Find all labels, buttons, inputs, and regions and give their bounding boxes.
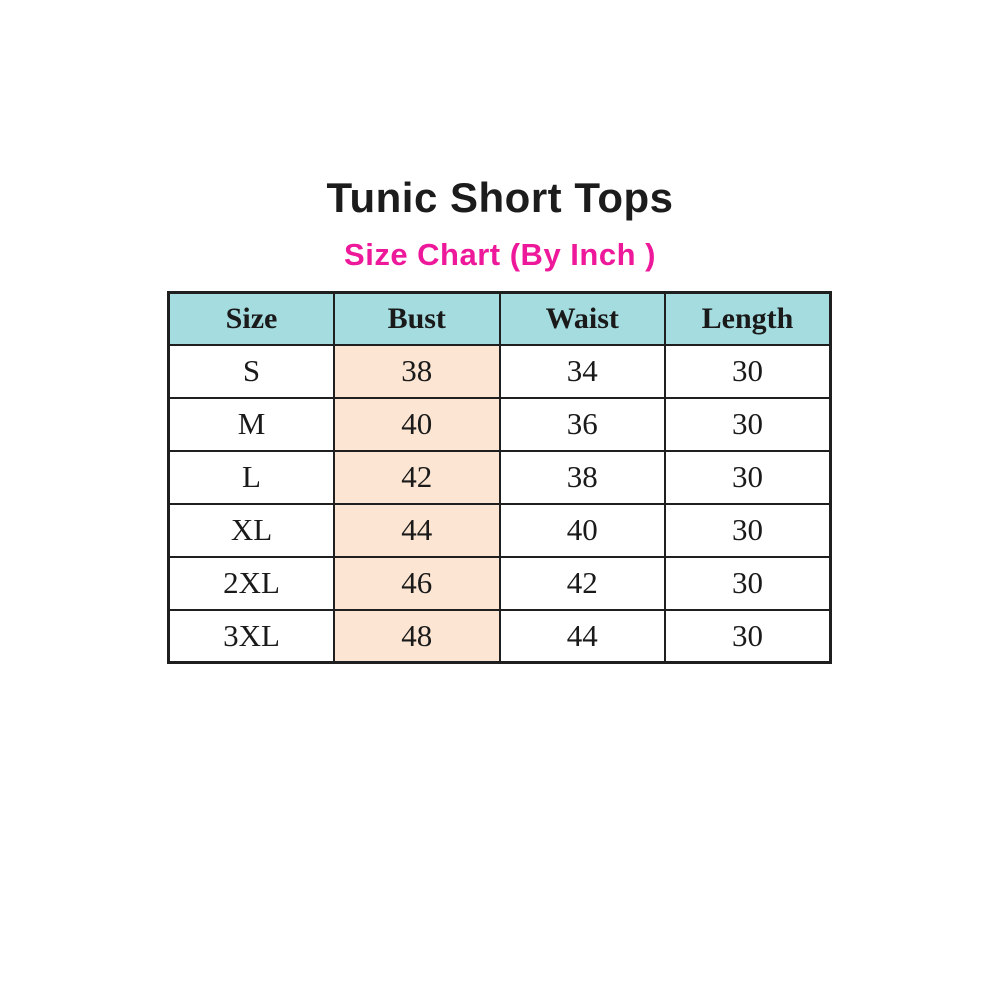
- size-chart-table: Size Bust Waist Length S 38 34 30 M 40 3…: [167, 291, 832, 664]
- page-title: Tunic Short Tops: [326, 174, 674, 221]
- column-header-size: Size: [167, 291, 335, 346]
- size-cell: 2XL: [167, 555, 335, 611]
- page-subtitle: Size Chart (By Inch ): [344, 237, 656, 272]
- waist-cell: 38: [498, 449, 666, 505]
- bust-cell: 42: [333, 449, 501, 505]
- size-cell: XL: [167, 502, 335, 558]
- bust-cell: 38: [333, 343, 501, 399]
- waist-cell: 44: [498, 608, 666, 664]
- length-cell: 30: [664, 449, 832, 505]
- size-cell: 3XL: [167, 608, 335, 664]
- bust-cell: 44: [333, 502, 501, 558]
- table-row-s: S 38 34 30: [167, 343, 832, 399]
- table-header-row: Size Bust Waist Length: [167, 291, 832, 346]
- waist-cell: 34: [498, 343, 666, 399]
- table-row-l: L 42 38 30: [167, 449, 832, 505]
- length-cell: 30: [664, 555, 832, 611]
- bust-cell: 40: [333, 396, 501, 452]
- column-header-waist: Waist: [498, 291, 666, 346]
- waist-cell: 42: [498, 555, 666, 611]
- bust-cell: 48: [333, 608, 501, 664]
- column-header-bust: Bust: [333, 291, 501, 346]
- size-cell: L: [167, 449, 335, 505]
- table-row-3xl: 3XL 48 44 30: [167, 608, 832, 664]
- waist-cell: 36: [498, 396, 666, 452]
- waist-cell: 40: [498, 502, 666, 558]
- table-row-m: M 40 36 30: [167, 396, 832, 452]
- bust-cell: 46: [333, 555, 501, 611]
- table-row-2xl: 2XL 46 42 30: [167, 555, 832, 611]
- length-cell: 30: [664, 502, 832, 558]
- length-cell: 30: [664, 608, 832, 664]
- length-cell: 30: [664, 343, 832, 399]
- column-header-length: Length: [664, 291, 832, 346]
- size-cell: M: [167, 396, 335, 452]
- size-cell: S: [167, 343, 335, 399]
- table-row-xl: XL 44 40 30: [167, 502, 832, 558]
- length-cell: 30: [664, 396, 832, 452]
